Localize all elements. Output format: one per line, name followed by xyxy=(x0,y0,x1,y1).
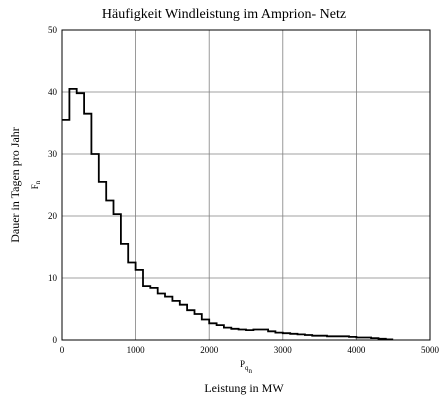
y-axis-symbol: Fn xyxy=(30,180,42,189)
y-symbol-sub: n xyxy=(34,180,42,184)
x-tick-label: 5000 xyxy=(421,345,440,355)
y-axis-label: Dauer in Tagen pro Jahr xyxy=(8,127,22,243)
y-tick-label: 10 xyxy=(48,273,58,283)
x-tick-label: 2000 xyxy=(200,345,219,355)
x-tick-label: 3000 xyxy=(274,345,293,355)
x-tick-label: 1000 xyxy=(127,345,146,355)
x-axis-tick-labels: 0 1000 2000 3000 4000 5000 xyxy=(60,345,440,355)
plot-frame xyxy=(61,29,431,341)
grid xyxy=(62,30,430,340)
y-axis-tick-labels: 0 10 20 30 40 50 xyxy=(48,25,58,345)
svg-text:Fn: Fn xyxy=(30,180,42,189)
y-tick-label: 50 xyxy=(48,25,58,35)
x-axis-symbol: Pqn xyxy=(240,359,253,375)
chart-title: Häufigkeit Windleistung im Amprion- Netz xyxy=(102,7,346,22)
x-symbol-sub: q xyxy=(245,364,249,372)
y-tick-label: 40 xyxy=(48,87,58,97)
y-tick-label: 0 xyxy=(53,335,58,345)
x-symbol-subsub: n xyxy=(249,367,253,375)
series-step-line xyxy=(62,88,394,341)
y-tick-label: 30 xyxy=(48,149,58,159)
x-tick-label: 4000 xyxy=(347,345,366,355)
x-axis-label: Leistung in MW xyxy=(204,381,284,395)
y-symbol-base: F xyxy=(30,184,40,189)
x-tick-label: 0 xyxy=(60,345,65,355)
y-tick-label: 20 xyxy=(48,211,58,221)
x-symbol-base: P xyxy=(240,359,245,369)
